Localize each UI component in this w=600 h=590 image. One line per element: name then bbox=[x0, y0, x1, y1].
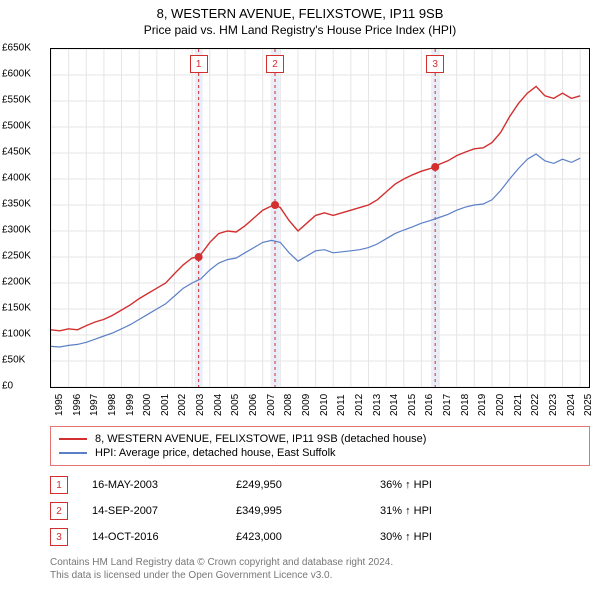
y-axis-label: £550K bbox=[2, 95, 31, 106]
x-axis-label: 2014 bbox=[389, 394, 400, 416]
y-axis-label: £150K bbox=[2, 303, 31, 314]
y-axis-label: £650K bbox=[2, 43, 31, 54]
x-axis-label: 2015 bbox=[407, 394, 418, 416]
transaction-date: 16-MAY-2003 bbox=[92, 479, 212, 491]
transaction-price: £249,950 bbox=[236, 479, 356, 491]
page-subtitle: Price paid vs. HM Land Registry's House … bbox=[0, 21, 600, 41]
y-axis-label: £100K bbox=[2, 329, 31, 340]
y-axis-label: £450K bbox=[2, 147, 31, 158]
x-axis-label: 2022 bbox=[530, 394, 541, 416]
transaction-price: £423,000 bbox=[236, 531, 356, 543]
transaction-row: 2 14-SEP-2007 £349,995 31% ↑ HPI bbox=[50, 498, 590, 524]
transaction-date: 14-SEP-2007 bbox=[92, 505, 212, 517]
plot-svg bbox=[51, 49, 589, 387]
event-marker-2: 2 bbox=[266, 55, 284, 73]
transaction-row: 3 14-OCT-2016 £423,000 30% ↑ HPI bbox=[50, 524, 590, 550]
page-title: 8, WESTERN AVENUE, FELIXSTOWE, IP11 9SB bbox=[0, 0, 600, 21]
transaction-delta: 30% ↑ HPI bbox=[380, 531, 432, 543]
y-axis-label: £600K bbox=[2, 69, 31, 80]
y-axis-label: £300K bbox=[2, 225, 31, 236]
y-axis-label: £500K bbox=[2, 121, 31, 132]
x-axis-label: 2000 bbox=[142, 394, 153, 416]
x-axis-label: 2010 bbox=[319, 394, 330, 416]
transaction-marker: 1 bbox=[50, 476, 68, 494]
transaction-delta: 31% ↑ HPI bbox=[380, 505, 432, 517]
legend-swatch bbox=[59, 438, 87, 440]
x-axis-label: 2024 bbox=[566, 394, 577, 416]
footer: Contains HM Land Registry data © Crown c… bbox=[50, 556, 590, 582]
x-axis-label: 1999 bbox=[125, 394, 136, 416]
x-axis-label: 2019 bbox=[477, 394, 488, 416]
y-axis-label: £400K bbox=[2, 173, 31, 184]
x-axis-label: 2005 bbox=[230, 394, 241, 416]
x-axis-label: 2025 bbox=[583, 394, 594, 416]
y-axis-label: £50K bbox=[2, 355, 25, 366]
y-axis-label: £350K bbox=[2, 199, 31, 210]
price-chart: 1 2 3 bbox=[50, 48, 590, 388]
x-axis-label: 2007 bbox=[266, 394, 277, 416]
x-axis-label: 1995 bbox=[54, 394, 65, 416]
transaction-row: 1 16-MAY-2003 £249,950 36% ↑ HPI bbox=[50, 472, 590, 498]
x-axis-label: 2013 bbox=[372, 394, 383, 416]
legend: 8, WESTERN AVENUE, FELIXSTOWE, IP11 9SB … bbox=[50, 426, 590, 466]
x-axis-label: 2001 bbox=[160, 394, 171, 416]
legend-label: 8, WESTERN AVENUE, FELIXSTOWE, IP11 9SB … bbox=[95, 433, 426, 445]
x-axis-label: 2006 bbox=[248, 394, 259, 416]
x-axis-label: 2002 bbox=[177, 394, 188, 416]
transaction-marker: 2 bbox=[50, 502, 68, 520]
y-axis-label: £0 bbox=[2, 381, 13, 392]
legend-item: 8, WESTERN AVENUE, FELIXSTOWE, IP11 9SB … bbox=[59, 432, 581, 446]
x-axis-label: 1998 bbox=[107, 394, 118, 416]
x-axis-label: 1996 bbox=[72, 394, 83, 416]
x-axis-label: 2012 bbox=[354, 394, 365, 416]
transactions-table: 1 16-MAY-2003 £249,950 36% ↑ HPI 2 14-SEP-200… bbox=[50, 472, 590, 550]
x-axis-label: 2003 bbox=[195, 394, 206, 416]
transaction-date: 14-OCT-2016 bbox=[92, 531, 212, 543]
footer-line-2: This data is licensed under the Open Gov… bbox=[50, 569, 590, 582]
legend-label: HPI: Average price, detached house, East… bbox=[95, 447, 336, 459]
x-axis-label: 2023 bbox=[548, 394, 559, 416]
x-axis-label: 2021 bbox=[513, 394, 524, 416]
x-axis-label: 2020 bbox=[495, 394, 506, 416]
footer-line-1: Contains HM Land Registry data © Crown c… bbox=[50, 556, 590, 569]
x-axis-label: 2017 bbox=[442, 394, 453, 416]
legend-swatch bbox=[59, 452, 87, 454]
x-axis-label: 2018 bbox=[460, 394, 471, 416]
x-axis-label: 1997 bbox=[89, 394, 100, 416]
x-axis-label: 2009 bbox=[301, 394, 312, 416]
x-axis-label: 2011 bbox=[336, 394, 347, 416]
transaction-price: £349,995 bbox=[236, 505, 356, 517]
y-axis-label: £250K bbox=[2, 251, 31, 262]
event-marker-3: 3 bbox=[426, 55, 444, 73]
legend-item: HPI: Average price, detached house, East… bbox=[59, 446, 581, 460]
x-axis-label: 2016 bbox=[424, 394, 435, 416]
x-axis-label: 2004 bbox=[213, 394, 224, 416]
event-marker-1: 1 bbox=[190, 55, 208, 73]
x-axis-label: 2008 bbox=[283, 394, 294, 416]
transaction-marker: 3 bbox=[50, 528, 68, 546]
transaction-delta: 36% ↑ HPI bbox=[380, 479, 432, 491]
y-axis-label: £200K bbox=[2, 277, 31, 288]
